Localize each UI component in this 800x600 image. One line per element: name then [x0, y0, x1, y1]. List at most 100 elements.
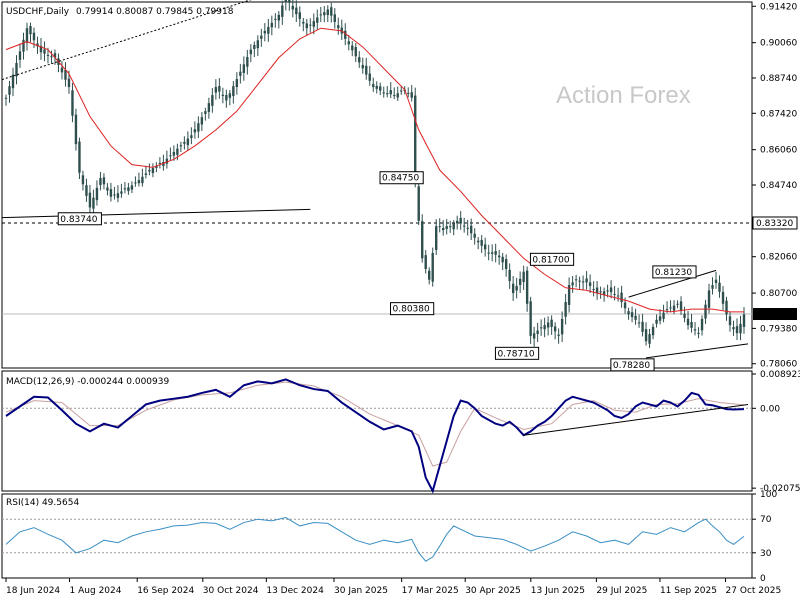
moving-average-line: [5, 27, 744, 313]
candle-body: [53, 53, 57, 58]
candle-body: [242, 64, 246, 73]
annotation-box: [390, 302, 435, 316]
candle-body: [627, 311, 630, 315]
candle-body: [732, 327, 735, 330]
candle-body: [490, 252, 494, 254]
candle-body: [424, 255, 427, 270]
candle-body: [253, 44, 256, 50]
candle-body: [15, 63, 18, 77]
candle-body: [644, 329, 648, 342]
candle-body: [298, 12, 302, 19]
candle-body: [11, 74, 15, 89]
candle-body: [18, 51, 22, 60]
candle-body: [386, 93, 389, 95]
candle-body: [106, 187, 109, 191]
annotation-label: 0.80380: [393, 305, 430, 315]
candle-body: [609, 287, 613, 293]
candle-body: [469, 225, 473, 234]
candle-body: [739, 323, 742, 334]
candle-body: [330, 7, 333, 16]
candle-body: [497, 255, 501, 258]
candle-body: [438, 226, 441, 228]
candle-body: [462, 225, 466, 227]
candle-body: [445, 226, 448, 229]
candle-body: [256, 40, 260, 49]
candle-body: [71, 90, 74, 116]
candle-body: [8, 86, 11, 95]
x-axis-label: 1 Aug 2024: [70, 586, 122, 596]
candle-body: [686, 318, 690, 326]
price-panel-frame: [1, 1, 753, 369]
candle-body: [249, 49, 253, 55]
x-axis-label: 13 Dec 2024: [266, 586, 324, 596]
price-axis-label: 0.79380: [760, 324, 797, 334]
candle-body: [239, 71, 242, 76]
candle-body: [319, 14, 322, 16]
candle-body: [64, 69, 67, 80]
candle-body: [578, 280, 581, 282]
macd-axis-label: -0.020759: [760, 484, 800, 494]
candle-body: [428, 270, 431, 280]
candle-body: [162, 161, 165, 167]
candle-body: [113, 194, 116, 196]
annotation-label: 0.81230: [655, 268, 692, 278]
candle-body: [81, 175, 85, 185]
candle-body: [36, 43, 39, 47]
candle-body: [284, 0, 288, 3]
candle-body: [431, 252, 434, 282]
annotation-label: 0.84750: [382, 174, 419, 184]
candle-body: [305, 23, 308, 29]
annotation-label: 0.78280: [613, 361, 650, 371]
candle-body: [522, 271, 525, 283]
candle-body: [74, 114, 78, 145]
candle-body: [546, 322, 550, 328]
annotation-label: 0.78710: [497, 349, 534, 359]
candle-body: [606, 290, 609, 292]
candle-body: [396, 93, 399, 98]
candle-body: [183, 141, 186, 144]
candle-body: [459, 217, 462, 224]
candle-body: [697, 332, 700, 334]
candle-body: [721, 291, 725, 304]
candle-body: [735, 326, 739, 334]
candle-body: [4, 97, 8, 99]
candle-body: [50, 56, 53, 58]
candle-body: [581, 281, 585, 283]
candle-body: [508, 269, 511, 282]
candle-body: [725, 300, 728, 315]
candle-body: [204, 111, 207, 114]
annotation-label: 0.81700: [532, 255, 569, 265]
channel-upper-line: [628, 269, 717, 298]
macd-label: MACD(12,26,9) -0.000244 0.000939: [6, 377, 169, 387]
candle-body: [728, 316, 732, 326]
candle-body: [85, 185, 88, 196]
candle-body: [455, 220, 459, 224]
candle-body: [393, 95, 396, 97]
candle-body: [494, 251, 497, 255]
candle-body: [518, 278, 522, 285]
candle-body: [214, 87, 218, 93]
candle-body: [281, 5, 284, 17]
candle-body: [616, 295, 620, 297]
macd-trendline: [523, 403, 749, 436]
annotation-box: [494, 346, 540, 360]
candle-body: [151, 168, 155, 174]
price-axis-label: 0.82060: [760, 253, 797, 263]
candle-body: [207, 103, 211, 112]
candle-body: [672, 305, 676, 311]
rsi-axis-label: 100: [760, 490, 777, 500]
candle-body: [67, 78, 71, 88]
candle-body: [620, 292, 623, 303]
candle-body: [655, 319, 658, 324]
rsi-panel-frame: [1, 493, 753, 579]
x-axis-label: 29 Jul 2025: [596, 586, 647, 596]
candle-body: [127, 187, 130, 192]
candle-body: [235, 79, 239, 88]
candle-body: [602, 291, 606, 296]
candle-body: [193, 129, 197, 133]
candle-body: [137, 180, 141, 184]
candle-body: [630, 312, 634, 318]
candle-body: [158, 162, 162, 164]
candle-body: [704, 304, 707, 319]
candle-body: [326, 9, 329, 16]
